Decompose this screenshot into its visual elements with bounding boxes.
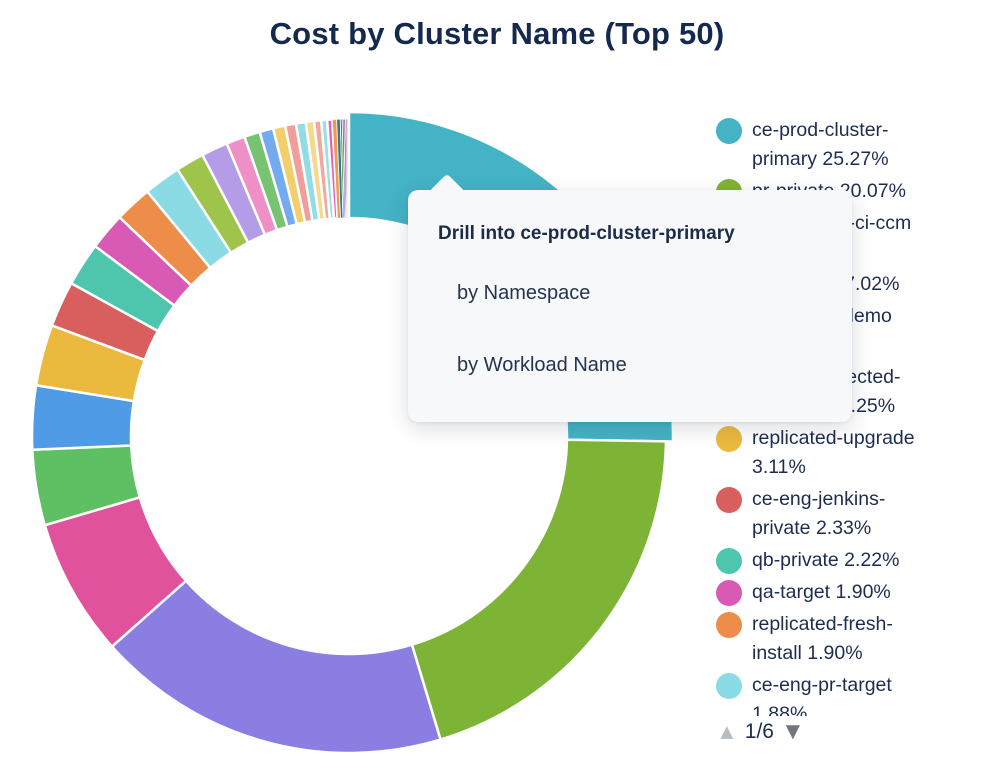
page-title: Cost by Cluster Name (Top 50) [269, 16, 725, 51]
legend-pagination: ▲ 1/6 ▼ [716, 720, 805, 744]
legend-dot-icon [716, 426, 742, 452]
drill-by-namespace-option[interactable]: by Namespace [457, 282, 591, 304]
pie-slice-other-32[interactable] [347, 118, 350, 219]
legend-item-ce-eng-pr-target[interactable]: ce-eng-pr-target 1.88% [716, 671, 966, 716]
legend-page-label: 1/6 [744, 720, 774, 743]
legend-page-down-icon[interactable]: ▼ [780, 718, 805, 745]
chart-legend: ce-prod-cluster-primary 25.27%pr-private… [716, 116, 966, 716]
legend-dot-icon [716, 612, 742, 638]
legend-item-replicated-upgrade[interactable]: replicated-upgrade 3.11% [716, 424, 966, 482]
legend-dot-icon [716, 548, 742, 574]
legend-dot-icon [716, 118, 742, 144]
legend-label: qa-target 1.90% [752, 581, 891, 603]
legend-label: ce-eng-pr-target 1.88% [752, 674, 892, 716]
legend-label: ce-prod-cluster-primary 25.27% [752, 119, 889, 170]
pie-slice-ce-eng-k8s-ci-ccm[interactable] [110, 579, 442, 755]
legend-item-ce-prod-cluster-primary[interactable]: ce-prod-cluster-primary 25.27% [716, 116, 966, 174]
legend-item-replicated-fresh-install[interactable]: replicated-fresh-install 1.90% [716, 610, 966, 668]
legend-item-qb-private[interactable]: qb-private 2.22% [716, 546, 966, 575]
tooltip-title: Drill into ce-prod-cluster-primary [438, 223, 735, 244]
legend-item-qa-target[interactable]: qa-target 1.90% [716, 578, 966, 607]
legend-label: replicated-fresh-install 1.90% [752, 613, 893, 664]
legend-label: ce-eng-jenkins-private 2.33% [752, 488, 886, 539]
legend-label: qb-private 2.22% [752, 549, 900, 571]
legend-dot-icon [716, 487, 742, 513]
drill-by-workload-name-option[interactable]: by Workload Name [457, 354, 627, 376]
legend-page-up-icon[interactable]: ▲ [716, 719, 738, 744]
legend-dot-icon [716, 673, 742, 699]
legend-item-ce-eng-jenkins-private[interactable]: ce-eng-jenkins-private 2.33% [716, 485, 966, 543]
legend-label: replicated-upgrade 3.11% [752, 427, 915, 478]
drilldown-tooltip: Drill into ce-prod-cluster-primary by Na… [408, 173, 852, 422]
pie-slice-pr-private[interactable] [410, 438, 668, 741]
legend-dot-icon [716, 580, 742, 606]
